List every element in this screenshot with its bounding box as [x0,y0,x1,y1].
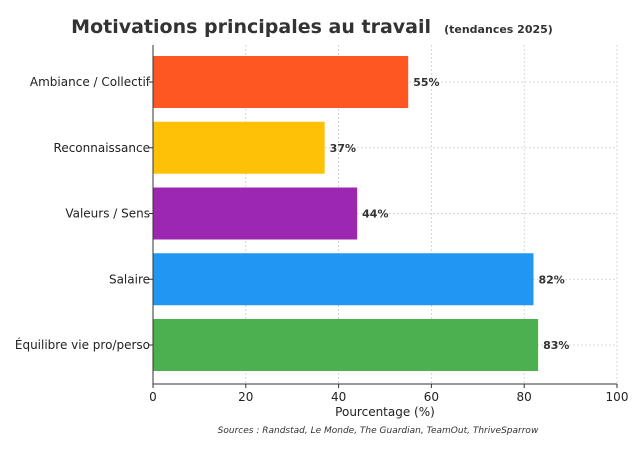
x-tick-label: 0 [149,390,157,404]
labels: 0 20 40 60 80 100 Ambiance / Collectif 55% Recon… [15,75,629,404]
category-label: Ambiance / Collectif [30,75,151,89]
bar [153,187,358,240]
chart-title-main: Motivations principales au travail [71,16,431,38]
chart-title: Motivations principales au travail (tend… [71,16,553,38]
x-tick-label: 20 [238,390,253,404]
category-label: Équilibre vie pro/perso [15,337,150,352]
x-tick-label: 100 [606,390,629,404]
bar [153,319,539,371]
x-tick-label: 80 [517,390,532,404]
chart-subtitle: (tendances 2025) [444,23,553,36]
data-label: 83% [543,339,569,352]
category-label: Salaire [109,272,150,286]
data-label: 37% [330,142,356,155]
bar [153,121,325,174]
bars [153,56,539,371]
data-label: 82% [538,273,564,286]
axes [149,45,618,388]
bar [153,253,534,306]
x-tick-label: 40 [331,390,346,404]
category-label: Valeurs / Sens [65,207,150,221]
bar [153,56,409,108]
data-label: 44% [362,208,388,221]
source-note: Sources : Randstad, Le Monde, The Guardi… [218,426,539,436]
x-tick-label: 60 [424,390,439,404]
category-label: Reconnaissance [54,141,150,155]
x-axis-label: Pourcentage (%) [335,405,435,419]
data-label: 55% [413,76,439,89]
